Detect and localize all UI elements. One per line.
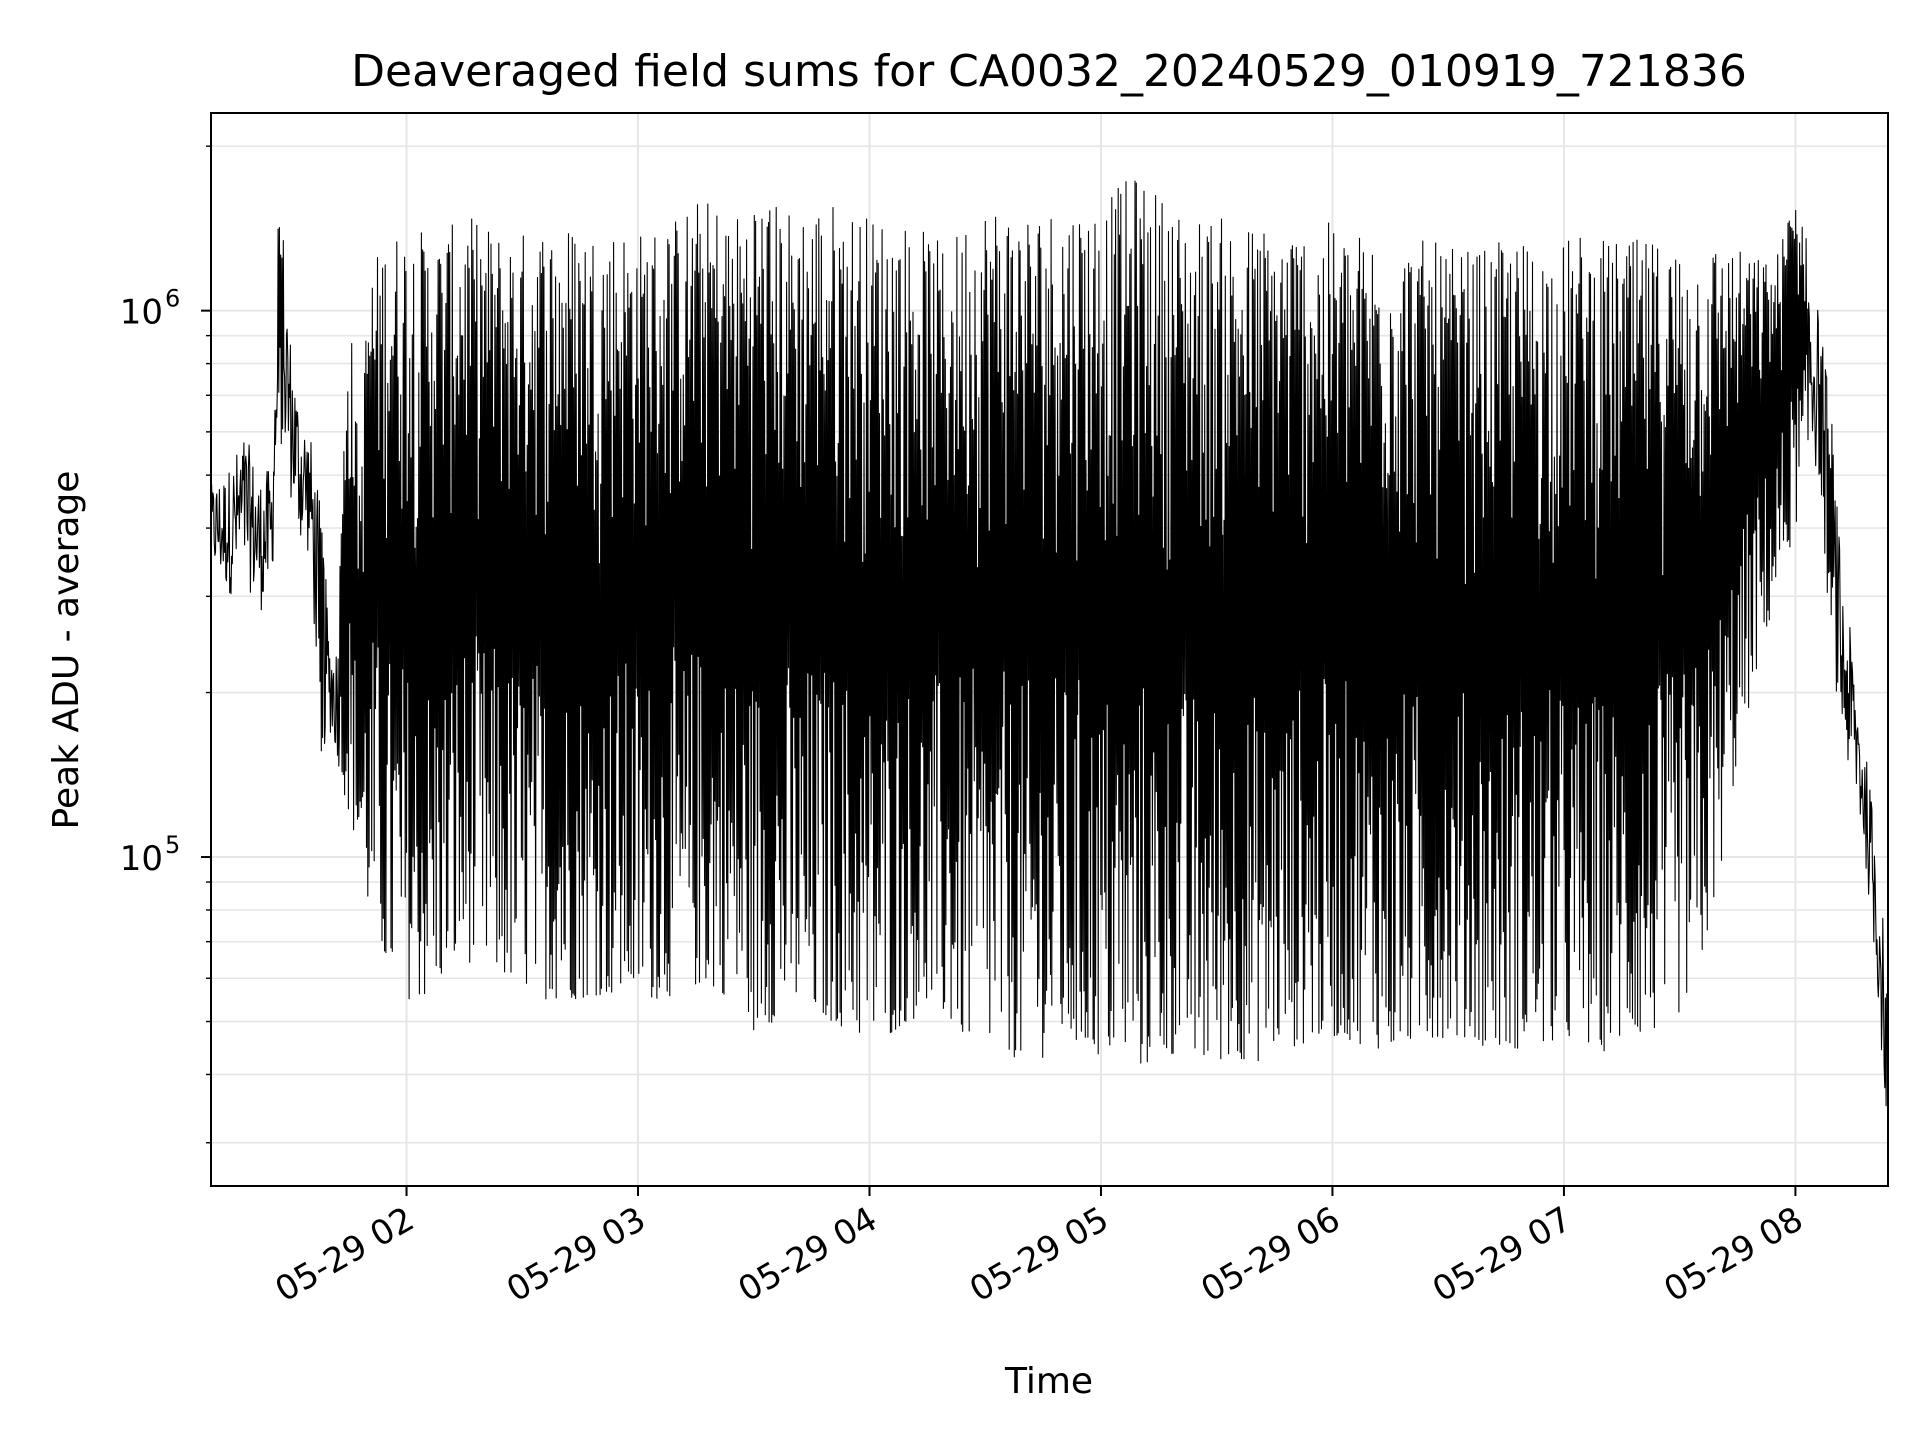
y-tick-exponent: 6 <box>165 285 180 313</box>
series-layer <box>211 180 1888 1107</box>
chart-title: Deaveraged field sums for CA0032_2024052… <box>351 46 1747 97</box>
y-tick-label: 10 <box>120 293 163 333</box>
plot-area-frame <box>210 112 1889 1187</box>
y-tick-label: 10 <box>120 839 163 879</box>
y-tick-exponent: 5 <box>165 831 180 859</box>
x-axis-label: Time <box>1004 1361 1093 1402</box>
series-line <box>211 180 1888 1107</box>
y-axis-label: Peak ADU - average <box>46 471 87 830</box>
